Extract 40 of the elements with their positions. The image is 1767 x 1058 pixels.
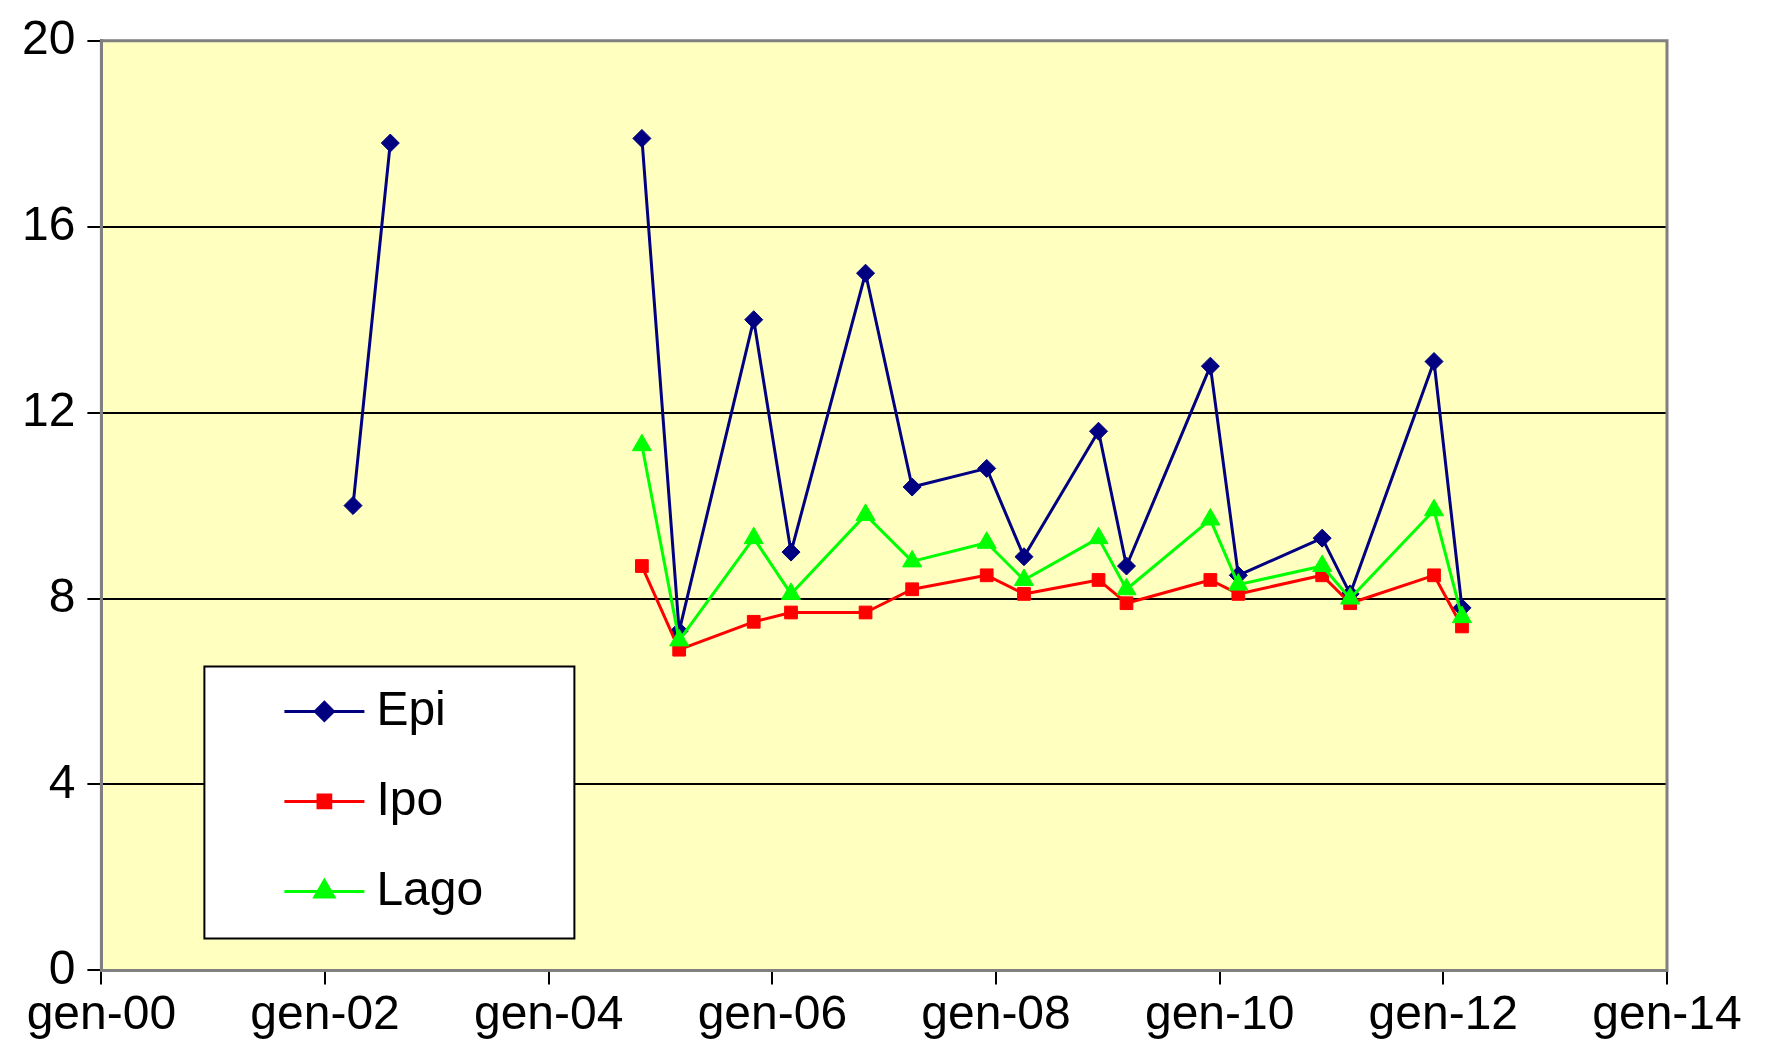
point [784,605,798,620]
y-tick-label: 16 [22,196,76,250]
point [858,605,873,620]
point [380,133,400,153]
point [343,496,363,516]
point [1200,356,1220,376]
point [1091,573,1106,587]
point [746,614,761,629]
point [979,568,994,583]
legend-label: Epi [376,681,446,735]
point [1427,568,1441,583]
x-tick-label: gen-02 [250,986,400,1040]
point [902,477,922,497]
legend-label: Lago [376,861,484,915]
point [632,128,652,148]
point [1424,352,1444,372]
y-tick-label: 4 [48,754,76,808]
legend-label: Ipo [376,771,444,825]
point [1014,547,1034,567]
x-tick-label: gen-10 [1144,986,1295,1040]
point [977,458,997,478]
x-tick-label: gen-06 [697,986,848,1040]
point [1116,556,1136,576]
y-tick-label: 12 [22,382,76,436]
y-tick-label: 8 [48,568,76,622]
point [635,559,649,573]
point [1017,587,1031,601]
x-tick-label: gen-14 [1592,986,1742,1040]
x-tick-label: gen-04 [473,986,624,1040]
point [1089,421,1109,441]
point [905,582,920,597]
point [1312,528,1332,548]
point [1119,596,1134,611]
point [781,542,801,562]
point [1203,573,1218,587]
x-tick-label: gen-08 [921,986,1071,1040]
point [744,310,764,330]
y-tick-label: 20 [22,11,76,65]
point [856,263,876,283]
x-tick-label: gen-12 [1368,986,1519,1040]
